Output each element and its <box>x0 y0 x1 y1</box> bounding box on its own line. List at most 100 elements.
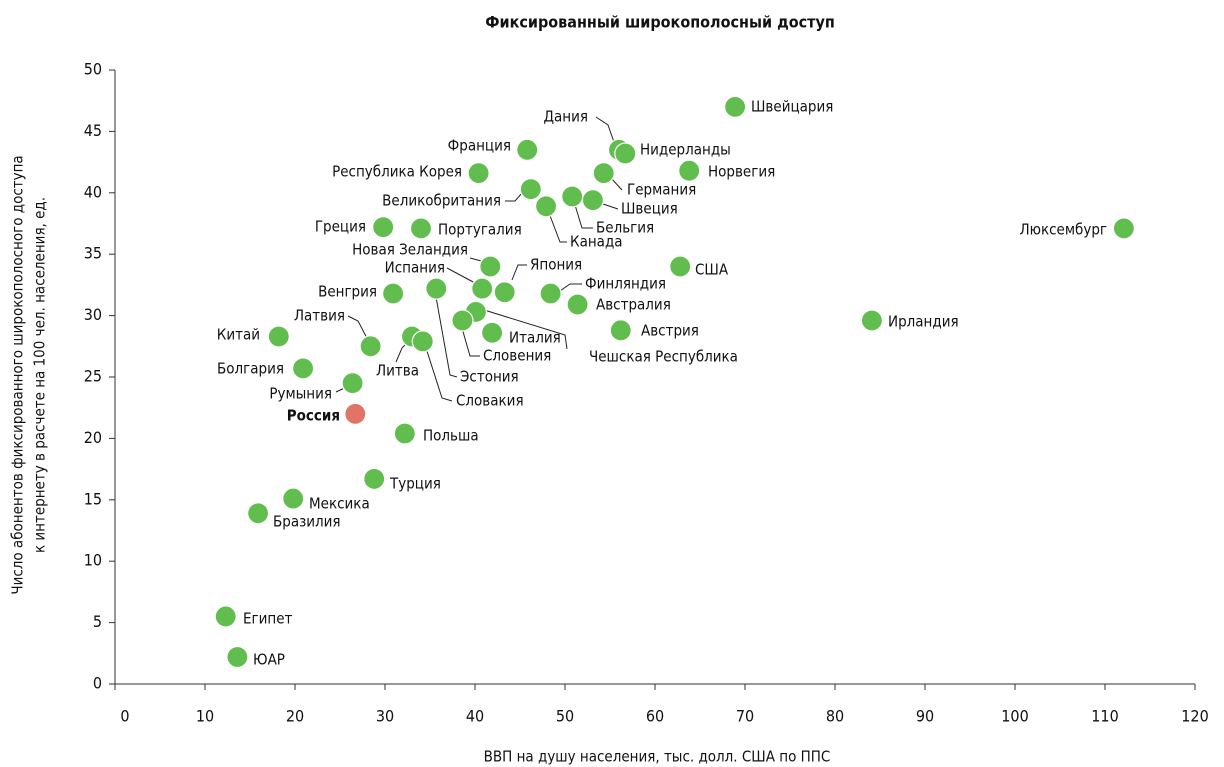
x-tick-label: 100 <box>1001 707 1028 726</box>
y-tick-label: 35 <box>84 244 102 263</box>
point-label: Дания <box>543 108 588 126</box>
x-tick-label: 80 <box>826 707 844 726</box>
point-label: Литва <box>376 362 419 380</box>
point-label: Болгария <box>217 360 284 378</box>
point-label: Новая Зеландия <box>352 241 468 259</box>
point <box>267 325 290 348</box>
point-label: Бельгия <box>596 219 654 237</box>
point <box>411 330 434 353</box>
y-tick-label: 5 <box>93 612 102 631</box>
x-tick-label: 60 <box>646 707 664 726</box>
point-label: Греция <box>315 218 366 236</box>
leader-line <box>480 308 568 350</box>
point-label: Португалия <box>438 221 522 239</box>
point <box>723 95 747 118</box>
x-tick-label: 40 <box>466 707 484 726</box>
point-label: Швейцария <box>751 98 833 116</box>
point-label: США <box>695 261 729 279</box>
y-tick-label: 25 <box>84 367 102 386</box>
point-label: Австрия <box>641 322 699 340</box>
leader-line <box>556 283 582 294</box>
point-label: Германия <box>627 181 696 199</box>
point-label: Чешская Республика <box>589 348 738 366</box>
leader-line <box>347 315 369 341</box>
point <box>344 402 367 425</box>
y-axis-label: Число абонентов фиксированного широкопол… <box>9 155 27 594</box>
y-tick-label: 40 <box>84 182 102 201</box>
point <box>372 216 395 239</box>
y-tick-label: 10 <box>84 551 102 570</box>
point <box>363 467 386 491</box>
point-label: Великобритания <box>382 192 501 210</box>
point-label: Нидерланды <box>640 141 731 159</box>
point <box>566 293 589 316</box>
y-tick-label: 50 <box>84 60 102 79</box>
point-label: Япония <box>530 256 582 274</box>
x-tick-label: 20 <box>286 707 304 726</box>
x-tick-label: 30 <box>376 707 394 726</box>
leader-line <box>574 204 593 229</box>
point-label: Финляндия <box>585 275 666 293</box>
point-label: Китай <box>217 326 260 344</box>
point-label: Россия <box>287 407 340 425</box>
point <box>534 195 558 218</box>
leader-line <box>461 327 480 357</box>
point-label: Мексика <box>309 495 370 513</box>
point-label: Венгрия <box>318 283 377 301</box>
point <box>592 162 615 185</box>
point <box>247 502 270 525</box>
point <box>282 487 305 510</box>
point <box>471 277 494 300</box>
leader-line <box>610 177 623 191</box>
point <box>581 189 605 212</box>
leader-line <box>425 347 453 402</box>
point <box>409 217 433 240</box>
x-tick-label: 0 <box>120 707 129 726</box>
point <box>226 645 249 669</box>
point <box>614 142 637 165</box>
point <box>609 319 632 342</box>
point <box>467 162 490 185</box>
point <box>860 309 884 332</box>
x-tick-label: 110 <box>1091 707 1118 726</box>
point-label: ЮАР <box>253 651 285 669</box>
point-label: Франция <box>448 137 511 155</box>
y-tick-label: 45 <box>84 121 102 140</box>
point <box>451 309 474 332</box>
point <box>561 185 584 208</box>
y-tick-label: 30 <box>84 305 102 324</box>
y-axis-label: к интернету в расчете на 100 чел. населе… <box>31 197 49 553</box>
point-label: Канада <box>570 233 623 251</box>
leader-line <box>435 296 458 378</box>
leader-line <box>505 192 523 202</box>
leader-line <box>446 267 476 284</box>
point <box>519 178 542 201</box>
x-axis-label: ВВП на душу населения, тыс. долл. США по… <box>484 748 831 766</box>
x-tick-label: 70 <box>736 707 754 726</box>
point-label: Австралия <box>596 296 671 314</box>
point <box>493 281 516 304</box>
point-label: Бразилия <box>273 513 341 531</box>
leader-line <box>595 116 616 146</box>
x-tick-label: 50 <box>556 707 574 726</box>
point-label: Турция <box>389 475 441 493</box>
y-tick-label: 20 <box>84 428 102 447</box>
point-label: Швеция <box>621 200 678 218</box>
leader-line <box>548 212 567 243</box>
point-label: Румыния <box>269 385 332 403</box>
point-label: Норвегия <box>708 163 775 181</box>
point-label: Словакия <box>456 392 524 410</box>
point <box>382 282 405 305</box>
point <box>669 255 692 278</box>
point-label: Латвия <box>294 307 345 325</box>
x-tick-label: 10 <box>196 707 214 726</box>
point <box>539 282 562 305</box>
point <box>214 605 237 628</box>
point-label: Ирландия <box>888 313 959 331</box>
x-tick-label: 90 <box>916 707 934 726</box>
point-label: Республика Корея <box>332 163 462 181</box>
point-label: Эстония <box>460 368 519 386</box>
point <box>481 321 504 344</box>
